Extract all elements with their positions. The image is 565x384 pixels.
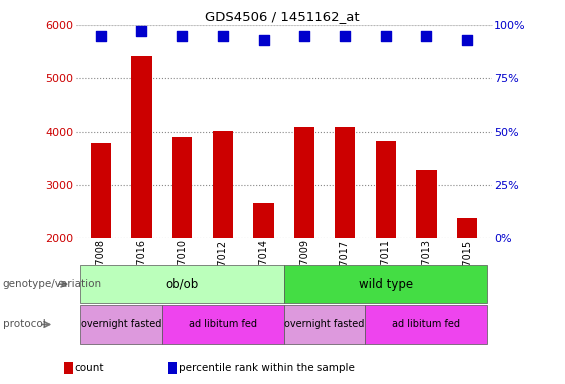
Bar (90, 143, 111, 238)
Text: GDS4506 / 1451162_at: GDS4506 / 1451162_at (205, 10, 360, 23)
Bar (172, 137, 192, 238)
Point (341, 33, 350, 39)
Bar (335, 127, 355, 238)
Point (177, 33, 186, 39)
Text: ob/ob: ob/ob (166, 278, 199, 291)
Text: count: count (74, 363, 103, 373)
Point (96, 33, 105, 39)
Point (422, 33, 431, 39)
Bar (212, 131, 233, 238)
Text: wild type: wild type (359, 278, 413, 291)
Point (381, 33, 390, 39)
Point (259, 37, 268, 43)
Bar (376, 141, 396, 238)
Point (463, 37, 472, 43)
Bar (294, 127, 315, 238)
Text: overnight fasted: overnight fasted (284, 319, 365, 329)
Point (137, 28, 146, 35)
Text: ad libitum fed: ad libitum fed (189, 319, 257, 329)
Text: overnight fasted: overnight fasted (81, 319, 161, 329)
Bar (416, 170, 437, 238)
Point (300, 33, 309, 39)
Bar (457, 218, 477, 238)
Bar (253, 203, 273, 238)
Bar (131, 56, 151, 238)
Text: genotype/variation: genotype/variation (3, 279, 102, 289)
Point (218, 33, 227, 39)
Text: protocol: protocol (3, 319, 46, 329)
Text: percentile rank within the sample: percentile rank within the sample (179, 363, 354, 373)
Text: ad libitum fed: ad libitum fed (393, 319, 460, 329)
